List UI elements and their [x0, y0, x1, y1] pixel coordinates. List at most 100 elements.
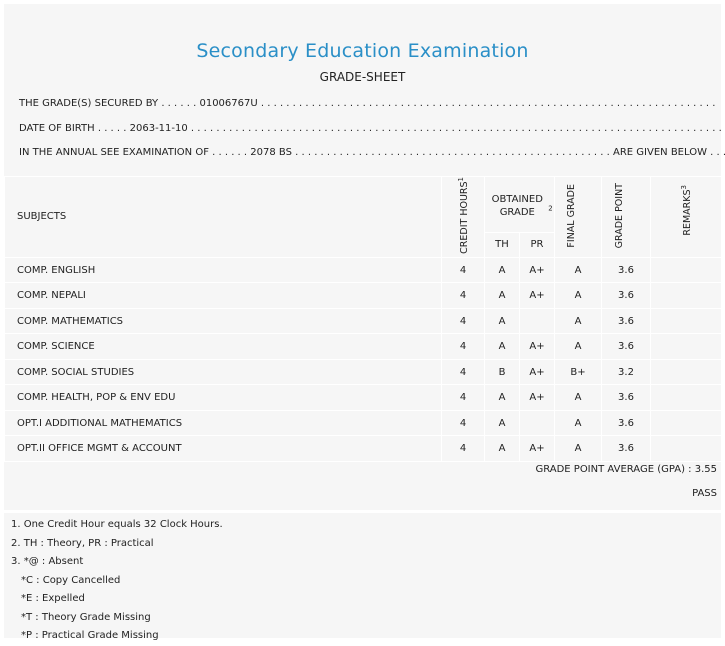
- remarks-cell: [650, 307, 722, 335]
- grade-point-cell: 3.2: [601, 358, 651, 386]
- grade-point-cell: 3.6: [601, 256, 651, 284]
- gpa-summary: GRADE POINT AVERAGE (GPA) : 3.55: [535, 464, 717, 475]
- table-row: COMP. ENGLISH 4 A A+ A 3.6: [4, 256, 722, 284]
- final-grade-cell: A: [554, 307, 602, 335]
- divider: [4, 510, 721, 513]
- table-row: COMP. SCIENCE 4 A A+ A 3.6: [4, 333, 722, 360]
- header-obtained-grade: OBTAINED GRADE 2: [484, 176, 555, 233]
- final-grade-cell: A: [554, 282, 602, 309]
- grade-sheet: Secondary Education Examination GRADE-SH…: [4, 4, 725, 641]
- header-subjects: SUBJECTS: [4, 176, 442, 258]
- dob-label: DATE OF BIRTH: [19, 123, 95, 134]
- page-subtitle: GRADE-SHEET: [319, 70, 406, 84]
- remarks-cell: [650, 256, 722, 284]
- th-grade-cell: A: [484, 307, 520, 335]
- grade-point-cell: 3.6: [601, 435, 651, 462]
- th-grade-cell: A: [484, 256, 520, 284]
- remarks-cell: [650, 435, 722, 462]
- final-grade-cell: A: [554, 409, 602, 437]
- header-credit-hours: CREDIT HOURS1: [441, 176, 485, 258]
- remarks-cell: [650, 358, 722, 386]
- exam-suffix: ARE GIVEN BELOW: [613, 147, 707, 158]
- pr-grade-cell: [519, 307, 555, 335]
- subject-cell: OPT.II OFFICE MGMT & ACCOUNT: [4, 435, 442, 462]
- remarks-cell: [650, 384, 722, 411]
- grades-table: SUBJECTS CREDIT HOURS1 OBTAINED GRADE 2 F…: [4, 176, 722, 462]
- table-row: OPT.II OFFICE MGMT & ACCOUNT 4 A A+ A 3.6: [4, 435, 722, 462]
- footnote: 1. One Credit Hour equals 32 Clock Hours…: [11, 519, 223, 530]
- th-grade-cell: A: [484, 435, 520, 462]
- info-secured-by: THE GRADE(S) SECURED BY . . . . . . 0100…: [19, 98, 716, 109]
- final-grade-cell: A: [554, 333, 602, 360]
- subject-cell: COMP. SCIENCE: [4, 333, 442, 360]
- footnote: 3. *@ : Absent: [11, 556, 84, 567]
- subject-cell: COMP. ENGLISH: [4, 256, 442, 284]
- th-grade-cell: A: [484, 409, 520, 437]
- table-row: COMP. SOCIAL STUDIES 4 B A+ B+ 3.2: [4, 358, 722, 386]
- th-grade-cell: A: [484, 384, 520, 411]
- remarks-cell: [650, 282, 722, 309]
- header-remarks: REMARKS3: [650, 176, 722, 258]
- gpa-label: GRADE POINT AVERAGE (GPA) :: [535, 464, 692, 475]
- header-th: TH: [484, 231, 520, 258]
- credit-hours-cell: 4: [441, 358, 485, 386]
- final-grade-cell: B+: [554, 358, 602, 386]
- grade-point-cell: 3.6: [601, 409, 651, 437]
- info-dob: DATE OF BIRTH . . . . . 2063-11-10 . . .…: [19, 123, 725, 134]
- subject-cell: COMP. NEPALI: [4, 282, 442, 309]
- credit-hours-cell: 4: [441, 409, 485, 437]
- grade-point-cell: 3.6: [601, 282, 651, 309]
- pr-grade-cell: [519, 409, 555, 437]
- table-row: COMP. MATHEMATICS 4 A A 3.6: [4, 307, 722, 335]
- secured-by-label: THE GRADE(S) SECURED BY: [19, 98, 159, 109]
- th-grade-cell: B: [484, 358, 520, 386]
- table-row: OPT.I ADDITIONAL MATHEMATICS 4 A A 3.6: [4, 409, 722, 437]
- pr-grade-cell: A+: [519, 282, 555, 309]
- credit-hours-cell: 4: [441, 384, 485, 411]
- exam-label: IN THE ANNUAL SEE EXAMINATION OF: [19, 147, 209, 158]
- grade-point-cell: 3.6: [601, 384, 651, 411]
- credit-hours-cell: 4: [441, 256, 485, 284]
- grades-table-wrap: SUBJECTS CREDIT HOURS1 OBTAINED GRADE 2 F…: [4, 176, 722, 462]
- subject-cell: COMP. SOCIAL STUDIES: [4, 358, 442, 386]
- grade-point-cell: 3.6: [601, 333, 651, 360]
- credit-hours-cell: 4: [441, 435, 485, 462]
- final-grade-cell: A: [554, 435, 602, 462]
- pr-grade-cell: A+: [519, 384, 555, 411]
- th-grade-cell: A: [484, 333, 520, 360]
- pr-grade-cell: A+: [519, 256, 555, 284]
- footnote: 2. TH : Theory, PR : Practical: [11, 537, 154, 549]
- remarks-cell: [650, 409, 722, 437]
- credit-hours-cell: 4: [441, 282, 485, 309]
- final-grade-cell: A: [554, 256, 602, 284]
- symbol-number: 01006767U: [199, 98, 258, 109]
- result-status: PASS: [692, 488, 717, 499]
- footnote: *T : Theory Grade Missing: [21, 611, 151, 623]
- subject-cell: OPT.I ADDITIONAL MATHEMATICS: [4, 409, 442, 437]
- pr-grade-cell: A+: [519, 358, 555, 386]
- pr-grade-cell: A+: [519, 435, 555, 462]
- dob-value: 2063-11-10: [129, 123, 188, 134]
- footnotes: 1. One Credit Hour equals 32 Clock Hours…: [11, 516, 223, 646]
- gpa-value: 3.55: [694, 464, 717, 475]
- table-row: COMP. NEPALI 4 A A+ A 3.6: [4, 282, 722, 309]
- footnote: *P : Practical Grade Missing: [21, 630, 159, 641]
- remarks-cell: [650, 333, 722, 360]
- th-grade-cell: A: [484, 282, 520, 309]
- credit-hours-cell: 4: [441, 307, 485, 335]
- subject-cell: COMP. HEALTH, POP & ENV EDU: [4, 384, 442, 411]
- table-row: COMP. HEALTH, POP & ENV EDU 4 A A+ A 3.6: [4, 384, 722, 411]
- pr-grade-cell: A+: [519, 333, 555, 360]
- exam-year: 2078 BS: [250, 147, 292, 158]
- footnote: *E : Expelled: [21, 593, 85, 604]
- footnote: *C : Copy Cancelled: [21, 574, 121, 586]
- header-grade-point: GRADE POINT: [601, 176, 651, 258]
- credit-hours-cell: 4: [441, 333, 485, 360]
- info-exam: IN THE ANNUAL SEE EXAMINATION OF . . . .…: [19, 147, 725, 158]
- subject-cell: COMP. MATHEMATICS: [4, 307, 442, 335]
- header-final-grade: FINAL GRADE: [554, 176, 602, 258]
- final-grade-cell: A: [554, 384, 602, 411]
- grade-point-cell: 3.6: [601, 307, 651, 335]
- header-pr: PR: [519, 231, 555, 258]
- page-title: Secondary Education Examination: [196, 40, 529, 62]
